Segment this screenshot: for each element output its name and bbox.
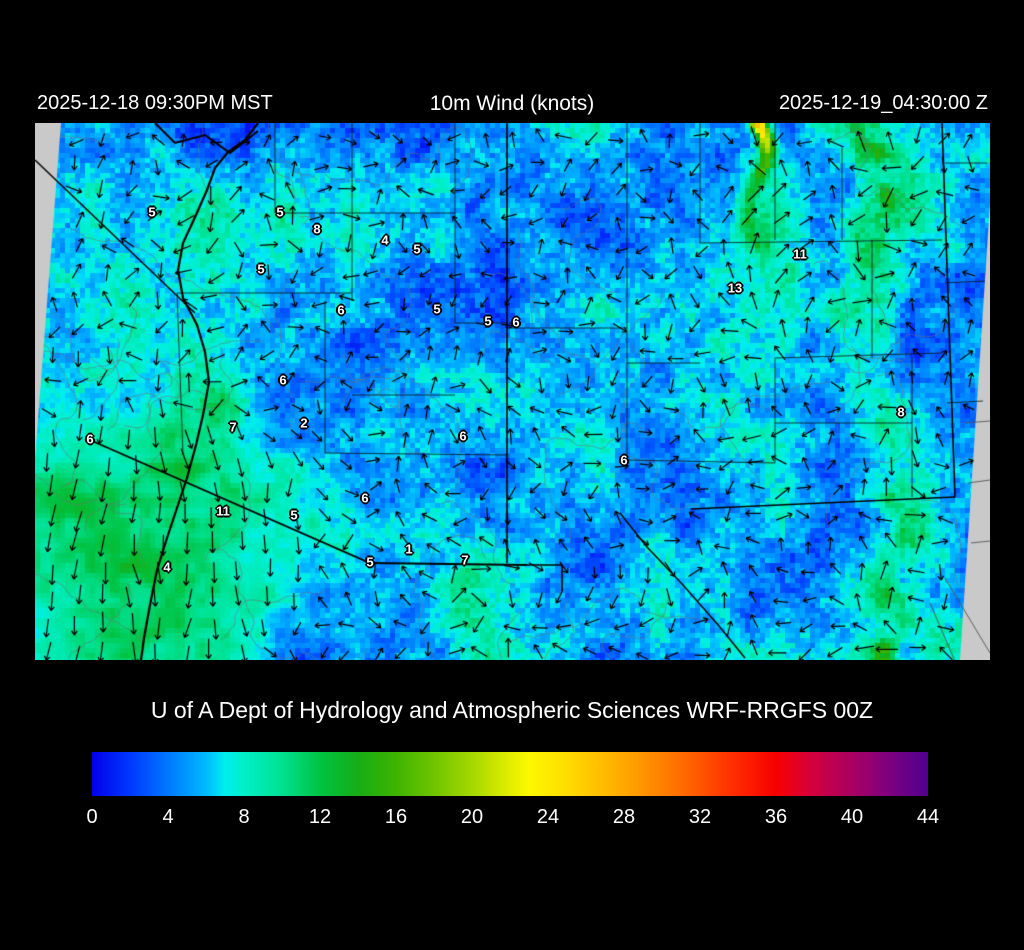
station-wind-value: 7 [461, 552, 469, 568]
colorbar-tick-label: 24 [536, 806, 560, 828]
colorbar-tick-label: 16 [384, 806, 408, 828]
station-wind-value: 5 [413, 241, 421, 257]
plot-title: 10m Wind (knots) [429, 92, 595, 115]
station-wind-value: 6 [86, 431, 94, 447]
station-wind-value: 5 [276, 204, 284, 220]
station-wind-value: 6 [279, 372, 287, 388]
valid-time-utc: 2025-12-19_04:30:00 Z [778, 92, 988, 114]
station-wind-value: 5 [433, 301, 441, 317]
wind-map: 5 5 8 4 5 5 6 5 5 6 11 13 6 6 7 2 6 8 11 5 6 6 4 5 1 7 [35, 123, 990, 660]
station-wind-value: 11 [793, 246, 807, 262]
station-wind-value: 11 [216, 503, 230, 519]
station-wind-value: 7 [229, 419, 237, 435]
colorbar-tick-label: 8 [238, 806, 250, 828]
station-wind-value: 13 [727, 280, 743, 296]
station-values-layer: 5 5 8 4 5 5 6 5 5 6 11 13 6 6 7 2 6 8 11 5 6 6 4 5 1 7 [35, 123, 990, 660]
colorbar-tick-label: 4 [162, 806, 174, 828]
colorbar-tick-label: 36 [764, 806, 788, 828]
station-wind-value: 6 [512, 314, 520, 330]
station-wind-value: 5 [366, 554, 374, 570]
wind-field-canvas [35, 123, 990, 660]
station-wind-value: 6 [459, 428, 467, 444]
colorbar-tick-label: 32 [688, 806, 712, 828]
station-wind-value: 5 [290, 507, 298, 523]
station-wind-value: 4 [381, 232, 389, 248]
colorbar-tick-label: 28 [612, 806, 636, 828]
valid-time-local: 2025-12-18 09:30PM MST [37, 92, 273, 114]
station-wind-value: 8 [313, 221, 321, 237]
station-wind-value: 6 [361, 490, 369, 506]
colorbar-tick-label: 12 [308, 806, 332, 828]
station-wind-value: 2 [300, 415, 308, 431]
colorbar-tick-label: 44 [916, 806, 940, 828]
colorbar-tick-label: 20 [460, 806, 484, 828]
station-wind-value: 6 [620, 452, 628, 468]
station-wind-value: 4 [163, 559, 171, 575]
colorbar-tick-label: 0 [86, 806, 98, 828]
colorbar-tick-labels: 0 4 8 12 16 20 24 28 32 36 40 44 [0, 806, 1024, 832]
colorbar-tick-label: 40 [840, 806, 864, 828]
station-wind-value: 8 [897, 404, 905, 420]
station-wind-value: 5 [148, 204, 156, 220]
credit-line: U of A Dept of Hydrology and Atmospheric… [150, 697, 874, 723]
colorbar-gradient [92, 752, 928, 796]
station-wind-value: 6 [337, 302, 345, 318]
station-wind-value: 5 [257, 261, 265, 277]
station-wind-value: 5 [484, 313, 492, 329]
station-wind-value: 1 [405, 541, 413, 557]
